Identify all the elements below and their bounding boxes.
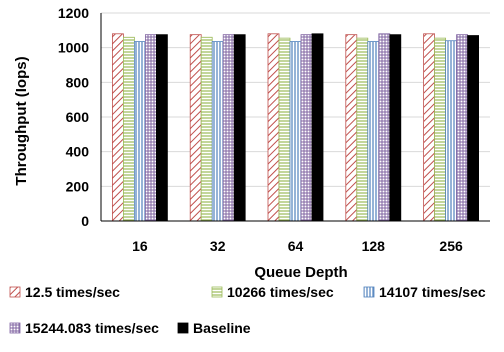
bar-15244-083-times-sec-16 <box>144 34 157 222</box>
bar-14107-times-sec-256 <box>445 40 458 222</box>
x-axis-title: Queue Depth <box>254 264 347 281</box>
bar-10266-times-sec-32 <box>200 36 213 222</box>
legend: 12.5 times/sec 10266 times/sec 14107 times… <box>9 284 486 336</box>
bars <box>112 33 480 222</box>
legend-swatch <box>177 322 189 334</box>
bar-10266-times-sec-64 <box>278 37 291 222</box>
bar-12-5-times-sec-128 <box>345 34 358 222</box>
legend-swatch <box>9 286 21 298</box>
bar-10266-times-sec-256 <box>434 37 447 222</box>
legend-swatch <box>9 322 21 334</box>
y-tick-label: 600 <box>66 109 90 125</box>
legend-label: 14107 times/sec <box>379 284 486 300</box>
bar-14107-times-sec-32 <box>211 41 224 222</box>
x-tick-label: 256 <box>439 238 463 254</box>
legend-label: 12.5 times/sec <box>25 284 120 300</box>
x-tick-labels: 16 32 64 128 256 <box>132 238 463 254</box>
bar-15244-083-times-sec-128 <box>378 33 391 222</box>
bar-12-5-times-sec-64 <box>267 33 280 222</box>
bar-14107-times-sec-64 <box>289 41 302 222</box>
legend-swatch <box>363 286 375 298</box>
bar-15244-083-times-sec-256 <box>456 34 469 222</box>
bar-12-5-times-sec-32 <box>189 34 202 222</box>
legend-label: 10266 times/sec <box>227 284 334 300</box>
y-tick-label: 1200 <box>58 5 89 21</box>
bar-15244-083-times-sec-32 <box>222 34 235 222</box>
legend-label: 15244.083 times/sec <box>25 320 159 336</box>
bar-12-5-times-sec-16 <box>112 33 124 222</box>
y-tick-label: 800 <box>66 74 90 90</box>
bar-baseline-32 <box>233 34 246 222</box>
y-tick-label: 400 <box>66 144 90 160</box>
x-tick-label: 64 <box>288 238 304 254</box>
bar-12-5-times-sec-256 <box>423 33 436 222</box>
x-tick-label: 16 <box>132 238 148 254</box>
y-tick-label: 1000 <box>58 40 89 56</box>
bar-15244-083-times-sec-64 <box>300 34 313 222</box>
bar-14107-times-sec-128 <box>367 41 380 222</box>
legend-swatch <box>211 286 223 298</box>
bar-baseline-256 <box>467 35 480 222</box>
y-tick-labels: 0 200 400 600 800 1000 1200 <box>58 5 89 229</box>
legend-label: Baseline <box>193 320 251 336</box>
y-tick-label: 0 <box>81 213 89 229</box>
bar-baseline-128 <box>389 34 402 222</box>
bar-10266-times-sec-16 <box>123 36 135 222</box>
bar-baseline-16 <box>155 34 168 222</box>
y-tick-label: 200 <box>66 178 90 194</box>
bar-10266-times-sec-128 <box>356 37 369 222</box>
x-tick-label: 32 <box>210 238 226 254</box>
bar-14107-times-sec-16 <box>133 41 146 222</box>
y-axis-title: Throughput (Iops) <box>13 56 30 185</box>
x-tick-label: 128 <box>362 238 386 254</box>
bar-baseline-64 <box>311 33 324 222</box>
